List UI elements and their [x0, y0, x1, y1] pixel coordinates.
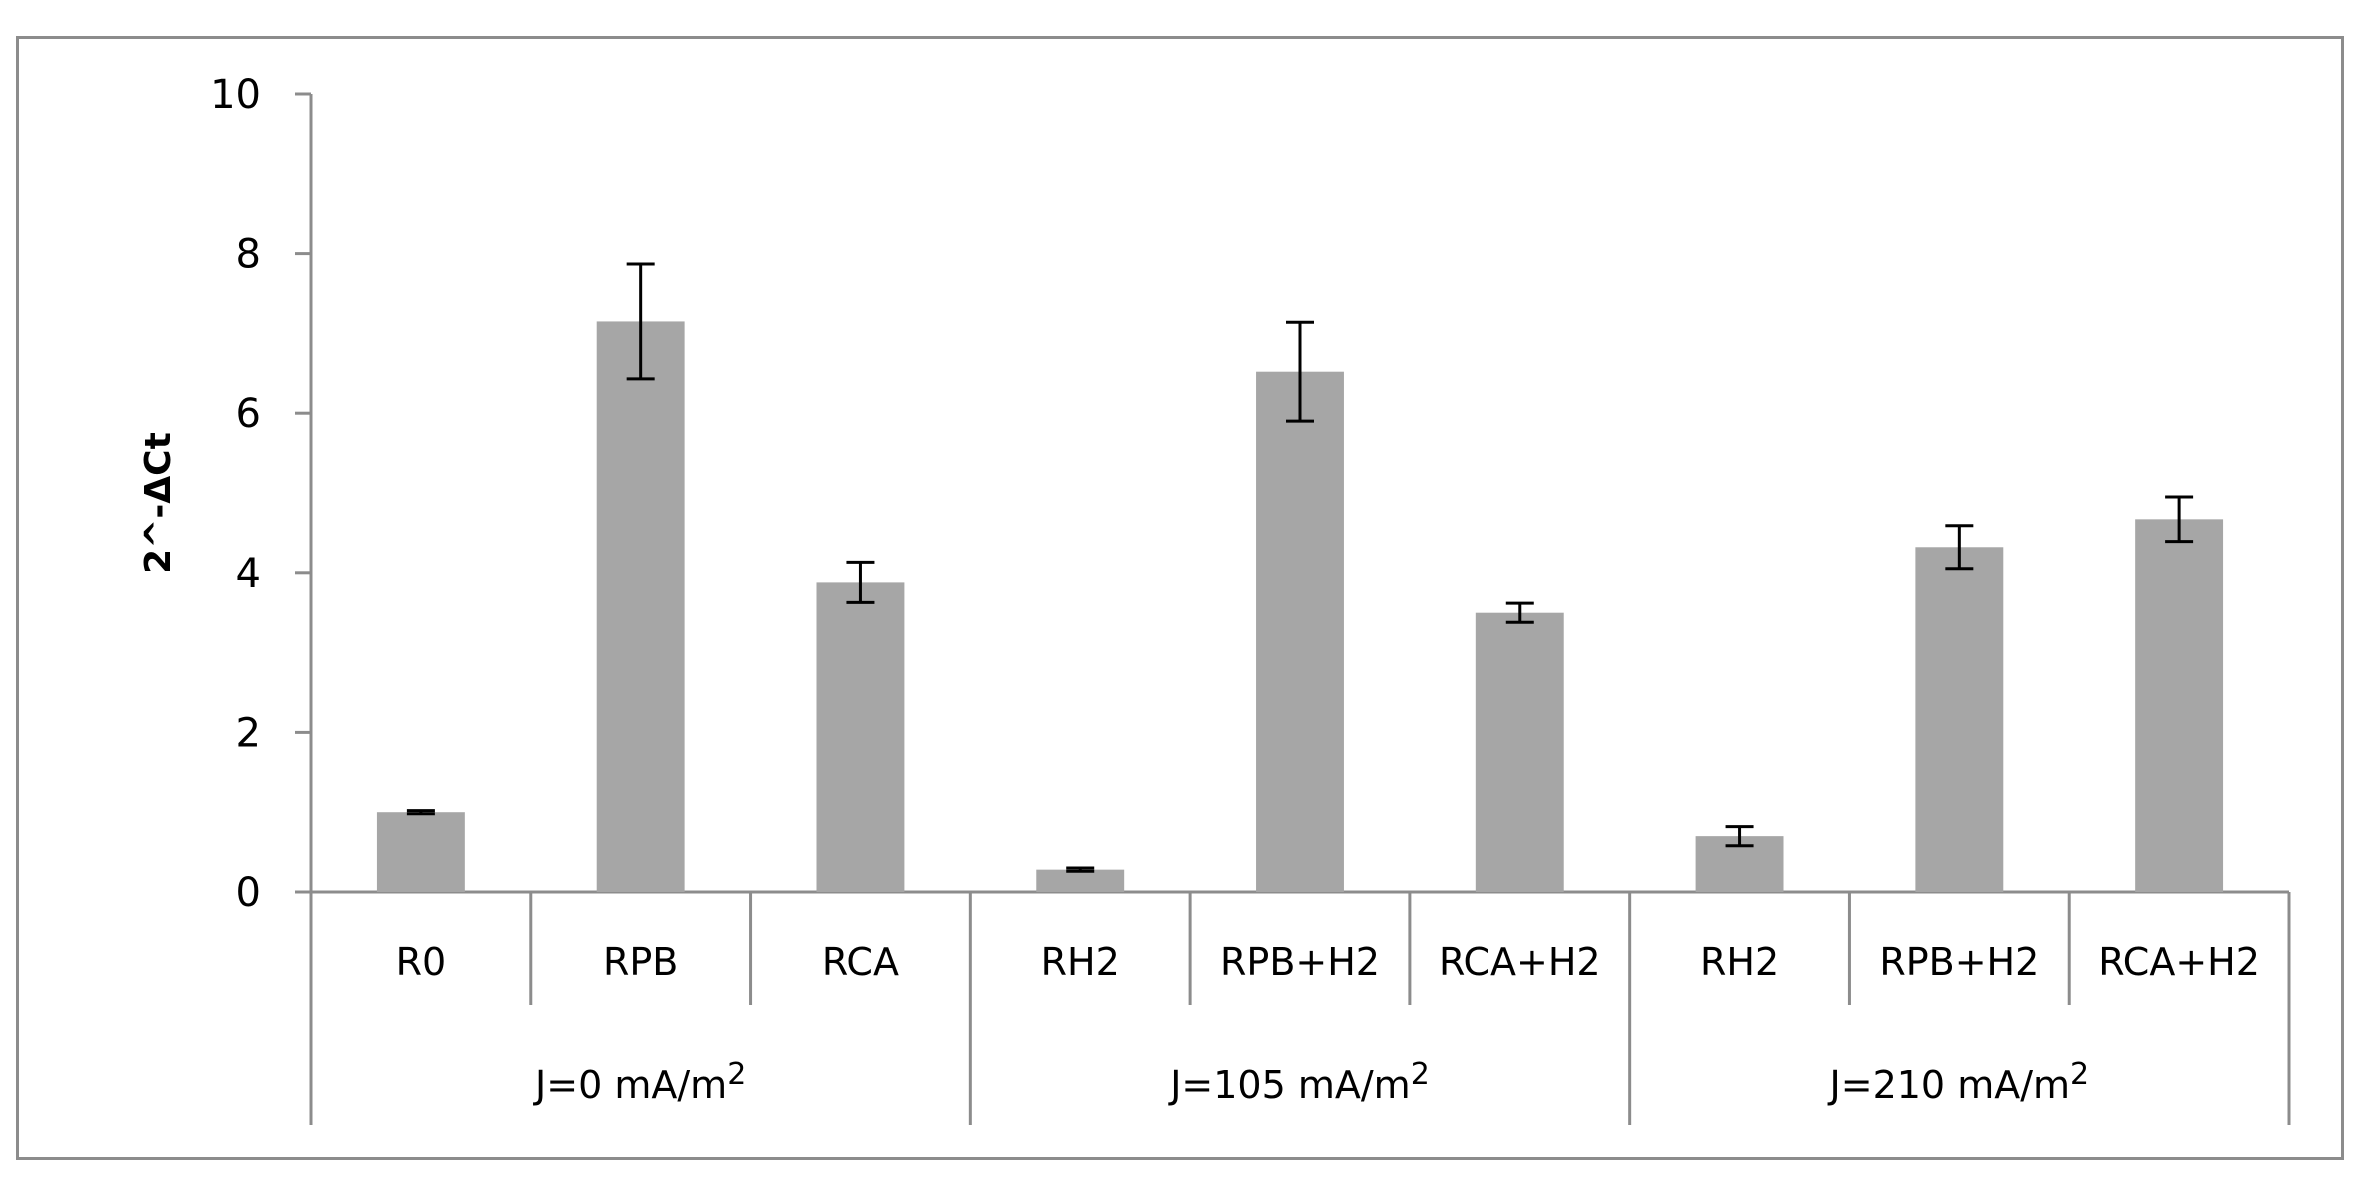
y-tick-label: 10: [210, 72, 261, 118]
bar: [1915, 547, 2004, 892]
category-label: RH2: [1041, 940, 1120, 984]
labels: 0 2 4 6 8 10 R0 RPB RCA RH2 RPB+H2 RCA+H2 RH2 RPB+H2 R…: [210, 72, 2260, 1107]
category-label: RCA+H2: [1439, 940, 1601, 984]
group-label: J=105 mA/m2: [1168, 1057, 1430, 1107]
y-axis-label: 2^-ΔCt: [138, 432, 179, 574]
y-tick-label: 4: [236, 551, 261, 597]
bar: [1475, 612, 1564, 892]
category-label: RCA+H2: [2098, 940, 2260, 984]
y-tick-label: 0: [236, 870, 261, 916]
bar: [596, 321, 685, 892]
bars: [376, 321, 2224, 893]
category-label: RCA: [822, 940, 899, 984]
bar: [2135, 519, 2224, 892]
category-label: RPB+H2: [1879, 940, 2039, 984]
bar: [816, 582, 905, 892]
group-label: J=210 mA/m2: [1828, 1057, 2090, 1107]
error-bars: [406, 262, 2194, 873]
category-label: RPB+H2: [1220, 940, 1380, 984]
category-label: RH2: [1700, 940, 1779, 984]
bar: [1036, 869, 1125, 892]
bar: [376, 812, 465, 892]
y-tick-label: 2: [236, 710, 261, 756]
group-label: J=0 mA/m2: [533, 1057, 746, 1107]
category-label: RPB: [603, 940, 678, 984]
y-tick-label: 8: [236, 232, 261, 278]
category-label: R0: [396, 940, 447, 984]
y-tick-label: 6: [236, 391, 261, 437]
bar: [1256, 371, 1344, 893]
